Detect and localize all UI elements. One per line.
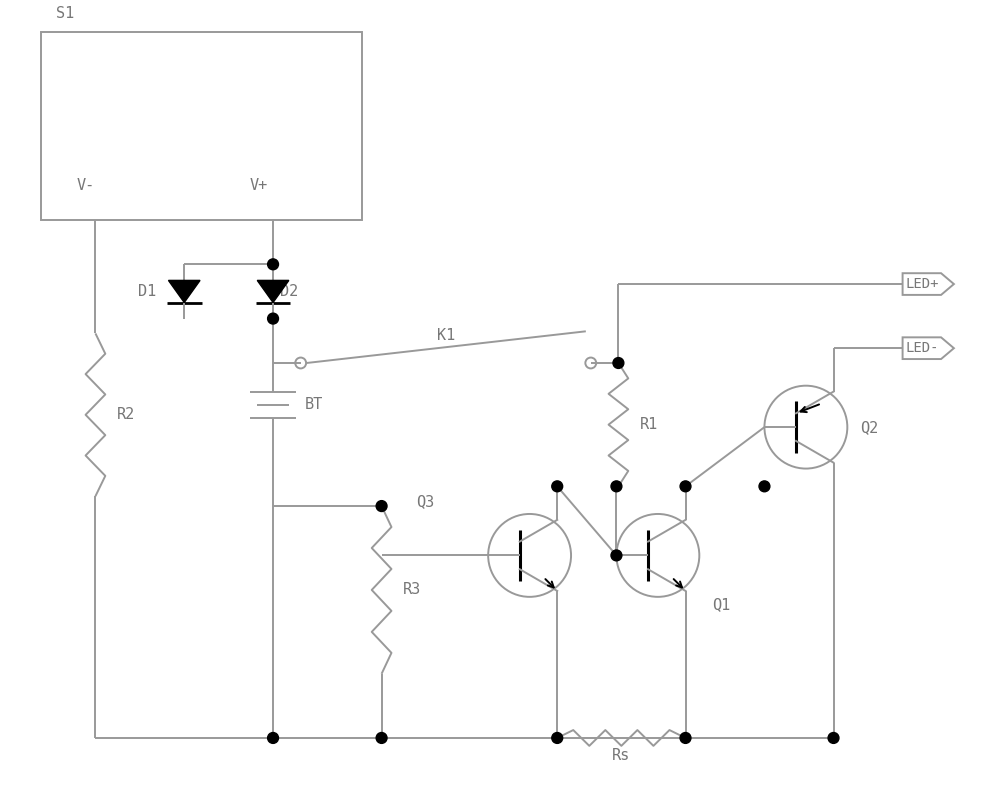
Text: V-: V- [76,178,95,193]
Bar [41,33,362,220]
Circle shape [376,732,387,743]
Text: Q2: Q2 [860,420,878,435]
Text: S1: S1 [56,6,74,21]
Circle shape [828,732,839,743]
Text: R2: R2 [117,407,135,422]
Circle shape [268,732,278,743]
Circle shape [759,481,770,492]
Polygon shape [257,281,289,303]
Text: Q3: Q3 [416,494,434,509]
Circle shape [376,501,387,511]
Text: Q1: Q1 [712,597,730,612]
Circle shape [613,358,624,368]
Text: R3: R3 [403,583,422,597]
Circle shape [268,259,278,270]
Polygon shape [168,281,200,303]
Circle shape [611,550,622,560]
Circle shape [552,481,563,492]
Text: LED+: LED+ [905,277,939,291]
Text: D2: D2 [280,284,298,299]
Circle shape [268,313,278,324]
Circle shape [680,481,691,492]
Circle shape [552,732,563,743]
Text: Rs: Rs [612,748,630,763]
Text: K1: K1 [437,328,455,343]
Text: D1: D1 [138,284,157,299]
Circle shape [611,481,622,492]
Text: LED-: LED- [905,341,939,355]
Text: V+: V+ [249,178,267,193]
Text: BT: BT [305,398,323,413]
Circle shape [680,732,691,743]
Text: R1: R1 [640,417,658,432]
